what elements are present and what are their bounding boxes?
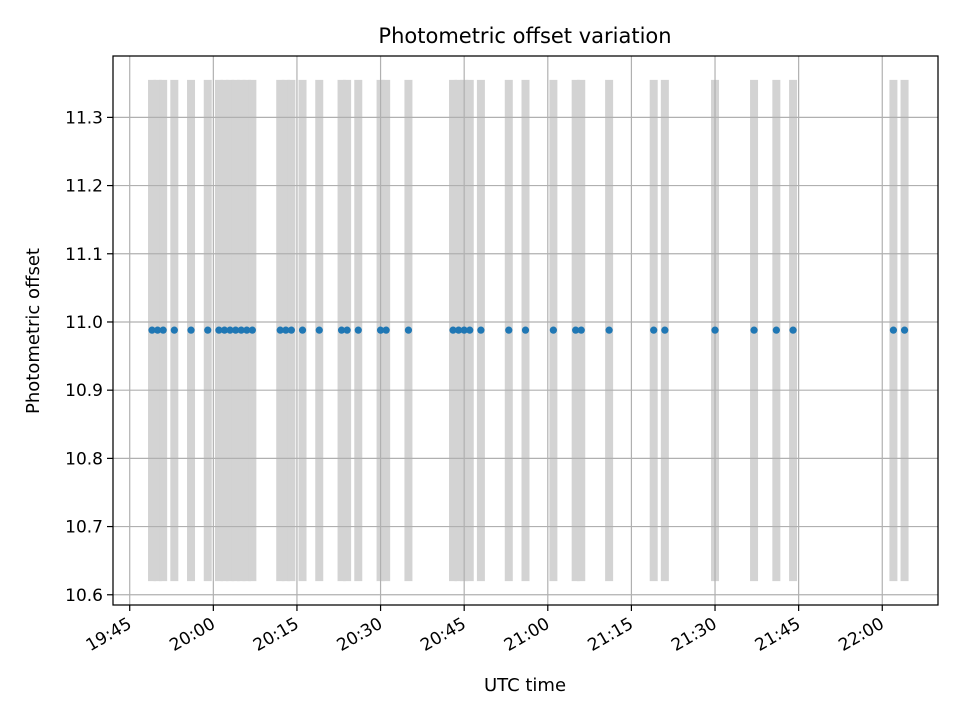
data-point — [204, 326, 212, 334]
data-point — [711, 326, 719, 334]
y-tick-label: 10.6 — [65, 586, 103, 606]
data-point — [232, 326, 240, 334]
data-point — [661, 326, 669, 334]
data-point — [148, 326, 156, 334]
data-point — [276, 326, 284, 334]
data-point — [315, 326, 323, 334]
data-point — [772, 326, 780, 334]
data-point — [282, 326, 290, 334]
y-tick-label: 11.0 — [65, 313, 103, 333]
data-point — [889, 326, 898, 334]
data-point — [449, 326, 457, 334]
y-axis-label: Photometric offset — [23, 248, 44, 414]
points-layer — [148, 326, 909, 334]
data-point — [376, 326, 385, 334]
y-tick-label: 11.2 — [65, 177, 103, 197]
data-point — [215, 326, 223, 334]
data-point — [789, 326, 797, 334]
y-tick-label: 10.9 — [65, 381, 103, 401]
data-point — [237, 326, 245, 334]
data-point — [354, 326, 362, 334]
data-point — [460, 326, 468, 334]
data-point — [220, 326, 229, 334]
data-point — [605, 326, 613, 334]
data-point — [466, 326, 474, 334]
data-point — [170, 326, 178, 334]
y-tick-label: 11.1 — [65, 245, 103, 265]
data-point — [243, 326, 251, 334]
data-point — [455, 326, 463, 334]
data-point — [226, 326, 234, 334]
data-point — [248, 326, 256, 334]
data-point — [572, 326, 580, 334]
x-axis-label: UTC time — [484, 675, 566, 696]
chart-title: Photometric offset variation — [378, 24, 671, 48]
data-point — [521, 326, 530, 334]
y-axis: 10.6 10.7 10.8 10.9 11.0 11.1 11.2 11.3 — [65, 108, 113, 606]
data-point — [900, 326, 909, 334]
data-point — [650, 326, 658, 334]
y-tick-label: 11.3 — [65, 108, 103, 128]
data-point — [382, 326, 390, 334]
data-point — [343, 326, 351, 334]
data-point — [477, 326, 485, 334]
data-point — [298, 326, 307, 334]
data-point — [404, 326, 413, 334]
data-point — [337, 326, 346, 334]
data-point — [187, 326, 195, 334]
y-tick-label: 10.8 — [65, 449, 103, 469]
data-point — [153, 326, 162, 334]
data-point — [287, 326, 295, 334]
data-point — [505, 326, 513, 334]
y-tick-label: 10.7 — [65, 518, 103, 538]
data-point — [577, 326, 585, 334]
data-point — [750, 326, 758, 334]
data-point — [549, 326, 557, 334]
data-point — [159, 326, 167, 334]
plot-frame — [112, 55, 939, 606]
